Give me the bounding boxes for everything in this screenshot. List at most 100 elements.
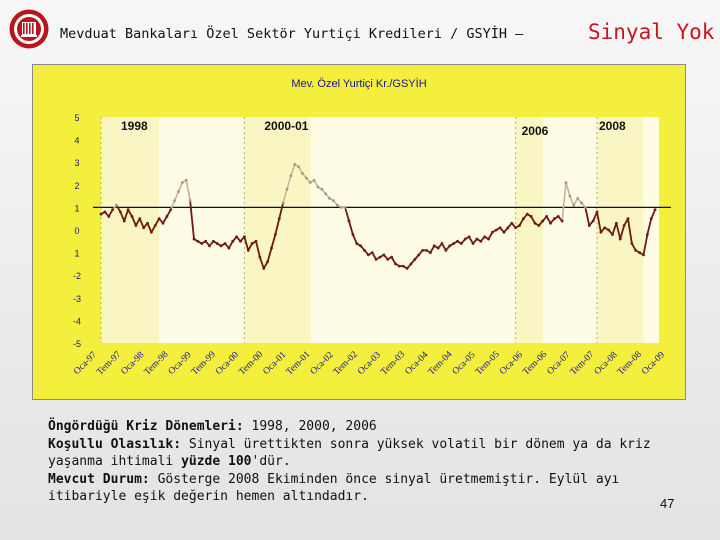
data-point — [611, 233, 614, 236]
x-tick-label: Oca-06 — [498, 350, 525, 377]
series-segment — [646, 217, 653, 236]
series-segment — [584, 206, 591, 227]
data-point — [332, 199, 335, 203]
series-segment — [270, 233, 277, 249]
data-point — [339, 206, 343, 209]
data-point — [239, 239, 242, 243]
series-segment — [138, 217, 145, 229]
data-point — [304, 176, 308, 180]
x-tick-label: Oca-98 — [119, 350, 146, 377]
crisis-band-2 — [515, 117, 543, 343]
data-point — [138, 217, 142, 221]
data-point — [115, 203, 118, 207]
series-segment — [348, 220, 354, 236]
series-segment — [569, 195, 575, 206]
data-point — [355, 242, 359, 245]
series-segment — [274, 217, 281, 236]
data-point — [622, 224, 626, 227]
data-point — [293, 163, 297, 166]
data-point — [572, 203, 576, 207]
x-tick-label: Oca-07 — [545, 350, 572, 377]
data-point — [277, 217, 281, 221]
data-point — [518, 224, 521, 227]
data-point — [397, 264, 401, 268]
data-point — [521, 217, 525, 221]
data-point — [366, 253, 370, 257]
x-tick-label: Tem-97 — [95, 349, 123, 377]
data-point — [583, 206, 587, 209]
notes-panel: Öngördüğü Kriz Dönemleri: 1998, 2000, 20… — [48, 418, 678, 506]
y-tick-label: -4 — [73, 316, 81, 326]
x-tick-label: Tem-99 — [190, 349, 218, 377]
data-point — [142, 226, 146, 230]
series-segment — [351, 233, 358, 245]
data-point — [463, 237, 467, 241]
data-point — [552, 217, 556, 221]
slide-title: Mevduat Bankaları Özel Sektör Yurtiçi Kr… — [60, 26, 524, 42]
x-tick-label: Oca-09 — [640, 350, 667, 377]
data-point — [328, 196, 332, 200]
data-point — [506, 226, 510, 230]
x-tick-label: Tem-03 — [379, 349, 407, 377]
crisis-label-1: 2000-01 — [264, 119, 308, 133]
data-point — [308, 181, 312, 184]
series-segment — [611, 222, 618, 236]
data-point — [634, 248, 638, 252]
series-segment — [169, 199, 176, 211]
data-point — [374, 257, 378, 261]
conditional-probability-note: Koşullu Olasılık: Sinyal ürettikten sonr… — [48, 436, 678, 471]
data-point — [219, 244, 223, 248]
data-point — [630, 242, 634, 245]
data-point — [448, 244, 452, 248]
series-segment — [596, 211, 602, 234]
series-segment — [258, 256, 265, 270]
data-point — [266, 260, 270, 264]
data-point — [576, 196, 580, 200]
data-point — [254, 239, 258, 243]
data-point — [541, 219, 545, 223]
data-point — [428, 251, 432, 255]
data-point — [618, 237, 622, 241]
data-point — [564, 181, 568, 184]
x-tick-label: Oca-08 — [593, 350, 620, 377]
series-segment — [243, 235, 250, 252]
data-point — [153, 224, 157, 227]
data-point — [370, 251, 374, 255]
data-point — [281, 201, 285, 205]
series-segment — [255, 240, 261, 259]
data-point — [111, 208, 115, 212]
series-segment — [619, 224, 626, 240]
data-point — [149, 230, 153, 234]
data-point — [103, 210, 107, 214]
data-point — [599, 230, 603, 234]
data-point — [157, 217, 161, 221]
data-point — [456, 239, 459, 243]
data-point — [169, 208, 173, 212]
crisis-periods-label: Öngördüğü Kriz Dönemleri: — [48, 419, 244, 434]
data-point — [483, 235, 487, 239]
series-segment — [173, 190, 180, 202]
data-point — [273, 233, 277, 236]
data-point — [514, 226, 518, 230]
signal-status-label: Sinyal Yok — [588, 20, 715, 44]
data-point — [146, 221, 149, 225]
data-point — [475, 237, 479, 241]
data-point — [130, 215, 134, 218]
y-tick-label: 2 — [74, 181, 79, 191]
data-point — [467, 235, 471, 239]
data-point — [487, 237, 490, 241]
data-point — [246, 248, 250, 252]
data-point — [568, 194, 572, 198]
current-status-value: Gösterge 2008 Ekiminden önce sinyal üret… — [48, 471, 620, 505]
data-point — [208, 244, 211, 248]
data-point — [587, 224, 591, 227]
data-point — [134, 224, 138, 227]
series-segment — [561, 181, 567, 222]
data-point — [262, 267, 266, 270]
series-segment — [650, 208, 657, 220]
data-point — [580, 201, 583, 205]
x-tick-label: Oca-02 — [309, 350, 336, 377]
data-point — [537, 224, 541, 227]
data-point — [335, 203, 339, 207]
x-tick-label: Tem-06 — [521, 349, 549, 377]
